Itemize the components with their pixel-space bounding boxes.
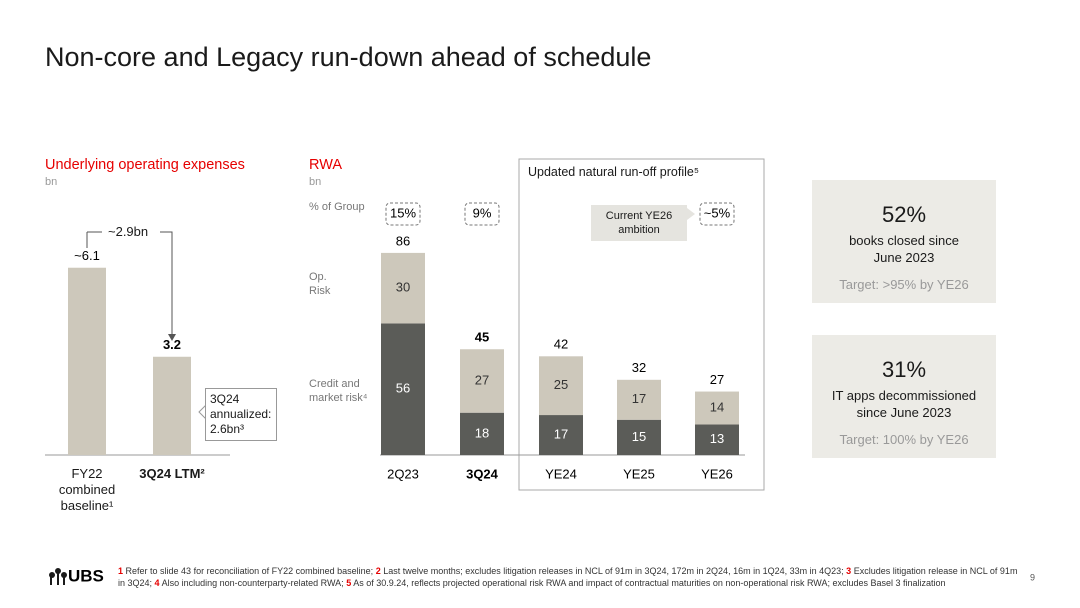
total-label: 45 [475, 330, 489, 345]
segment-label: 15 [632, 429, 646, 444]
segment-label: 13 [710, 431, 724, 446]
runoff-frame [518, 158, 765, 491]
footnote-number: 4 [154, 577, 160, 588]
footnotes: 1 Refer to slide 43 for reconciliation o… [118, 566, 1018, 589]
annualized-callout: 3Q24 annualized: 2.6bn³ [205, 388, 277, 441]
chart2-title: RWA [309, 157, 343, 173]
logo-keys [49, 568, 67, 585]
x-tick-label: FY22 combined baseline¹ [58, 466, 116, 513]
bar [153, 356, 191, 455]
bar-segment [695, 391, 739, 425]
stat-value: 31% [881, 357, 927, 382]
bar-segment [460, 412, 504, 455]
pct-box [699, 202, 735, 226]
x-tick-label: YE25 [623, 466, 655, 481]
bar [68, 267, 106, 455]
footnote-number: 1 [118, 566, 124, 576]
segment-label: 17 [554, 426, 568, 441]
slide-title: Non-core and Legacy run-down ahead of sc… [45, 42, 652, 72]
stat-target: Target: 100% by YE26 [839, 432, 969, 447]
segment-label: 27 [475, 372, 489, 387]
ambition-text: Current YE26 ambition [605, 210, 673, 236]
arrow-head [168, 334, 176, 341]
footnote-text: Excludes litigation release in NCL of 91… [118, 566, 1018, 588]
bar-segment [460, 349, 504, 413]
bar-segment [539, 415, 583, 455]
footnote-text: Last twelve months; excludes litigation … [383, 566, 844, 576]
footnote-number: 3 [846, 566, 852, 576]
bar-segment [695, 424, 739, 455]
pct-box [464, 202, 500, 226]
stat-target: Target: >95% by YE26 [839, 277, 969, 292]
total-label: 32 [632, 360, 646, 375]
segment-label: 18 [475, 425, 489, 440]
chart1-unit: bn [45, 176, 58, 188]
delta-label: ~2.9bn [108, 224, 149, 239]
total-label: 42 [554, 337, 568, 352]
segment-label: 14 [710, 399, 724, 414]
chart2-unit: bn [309, 176, 322, 188]
footnote-text: Refer to slide 43 for reconciliation of … [125, 566, 374, 576]
pct-box [385, 202, 421, 226]
ambition-box [591, 205, 687, 241]
runoff-title: Updated natural run-off profile⁵ [528, 165, 700, 179]
bar-segment [381, 323, 425, 455]
x-tick-label: 2Q23 [387, 466, 419, 481]
x-tick-label: YE26 [701, 466, 733, 481]
bar-segment [617, 419, 661, 455]
segment-label: 25 [554, 377, 568, 392]
ambition-pointer [687, 208, 695, 220]
stat-box: 31% IT apps decommissioned since June 20… [812, 335, 996, 458]
x-tick-label: YE24 [545, 466, 577, 481]
stat-text: IT apps decommissioned since June 2023 [831, 388, 977, 420]
page-number: 9 [1030, 572, 1035, 582]
stat-text: books closed since June 2023 [849, 233, 959, 265]
chart1-title: Underlying operating expenses [45, 157, 245, 173]
bar-segment [381, 252, 425, 324]
segment-label: 30 [396, 280, 410, 295]
stat-value: 52% [881, 202, 927, 227]
total-label: 86 [396, 233, 410, 248]
segment-label: 17 [632, 391, 646, 406]
footnote-text: Also including non-counterparty-related … [161, 577, 344, 588]
pct-label: ~5% [704, 205, 731, 220]
footnote-number: 2 [375, 566, 381, 576]
footnote-text: As of 30.9.24, reflects projected operat… [353, 577, 946, 588]
x-tick-label: 3Q24 LTM² [139, 466, 205, 481]
bar-segment [617, 379, 661, 420]
bar-segment [539, 356, 583, 416]
pct-label: 15% [390, 205, 416, 220]
series-label: Op. Risk [309, 271, 331, 297]
stat-box: 52% books closed since June 2023 Target:… [812, 180, 996, 303]
pct-label: 9% [473, 205, 492, 220]
value-label: ~6.1 [74, 248, 100, 263]
segment-label: 56 [396, 381, 410, 396]
footnote-number: 5 [346, 577, 352, 588]
series-label: Credit and market risk⁴ [309, 378, 368, 404]
total-label: 27 [710, 372, 724, 387]
logo: UBS [68, 566, 104, 585]
value-label: 3.2 [163, 337, 181, 352]
pct-group-label: % of Group [309, 201, 365, 213]
bracket-arrow [160, 231, 173, 334]
x-tick-label: 3Q24 [466, 466, 499, 481]
